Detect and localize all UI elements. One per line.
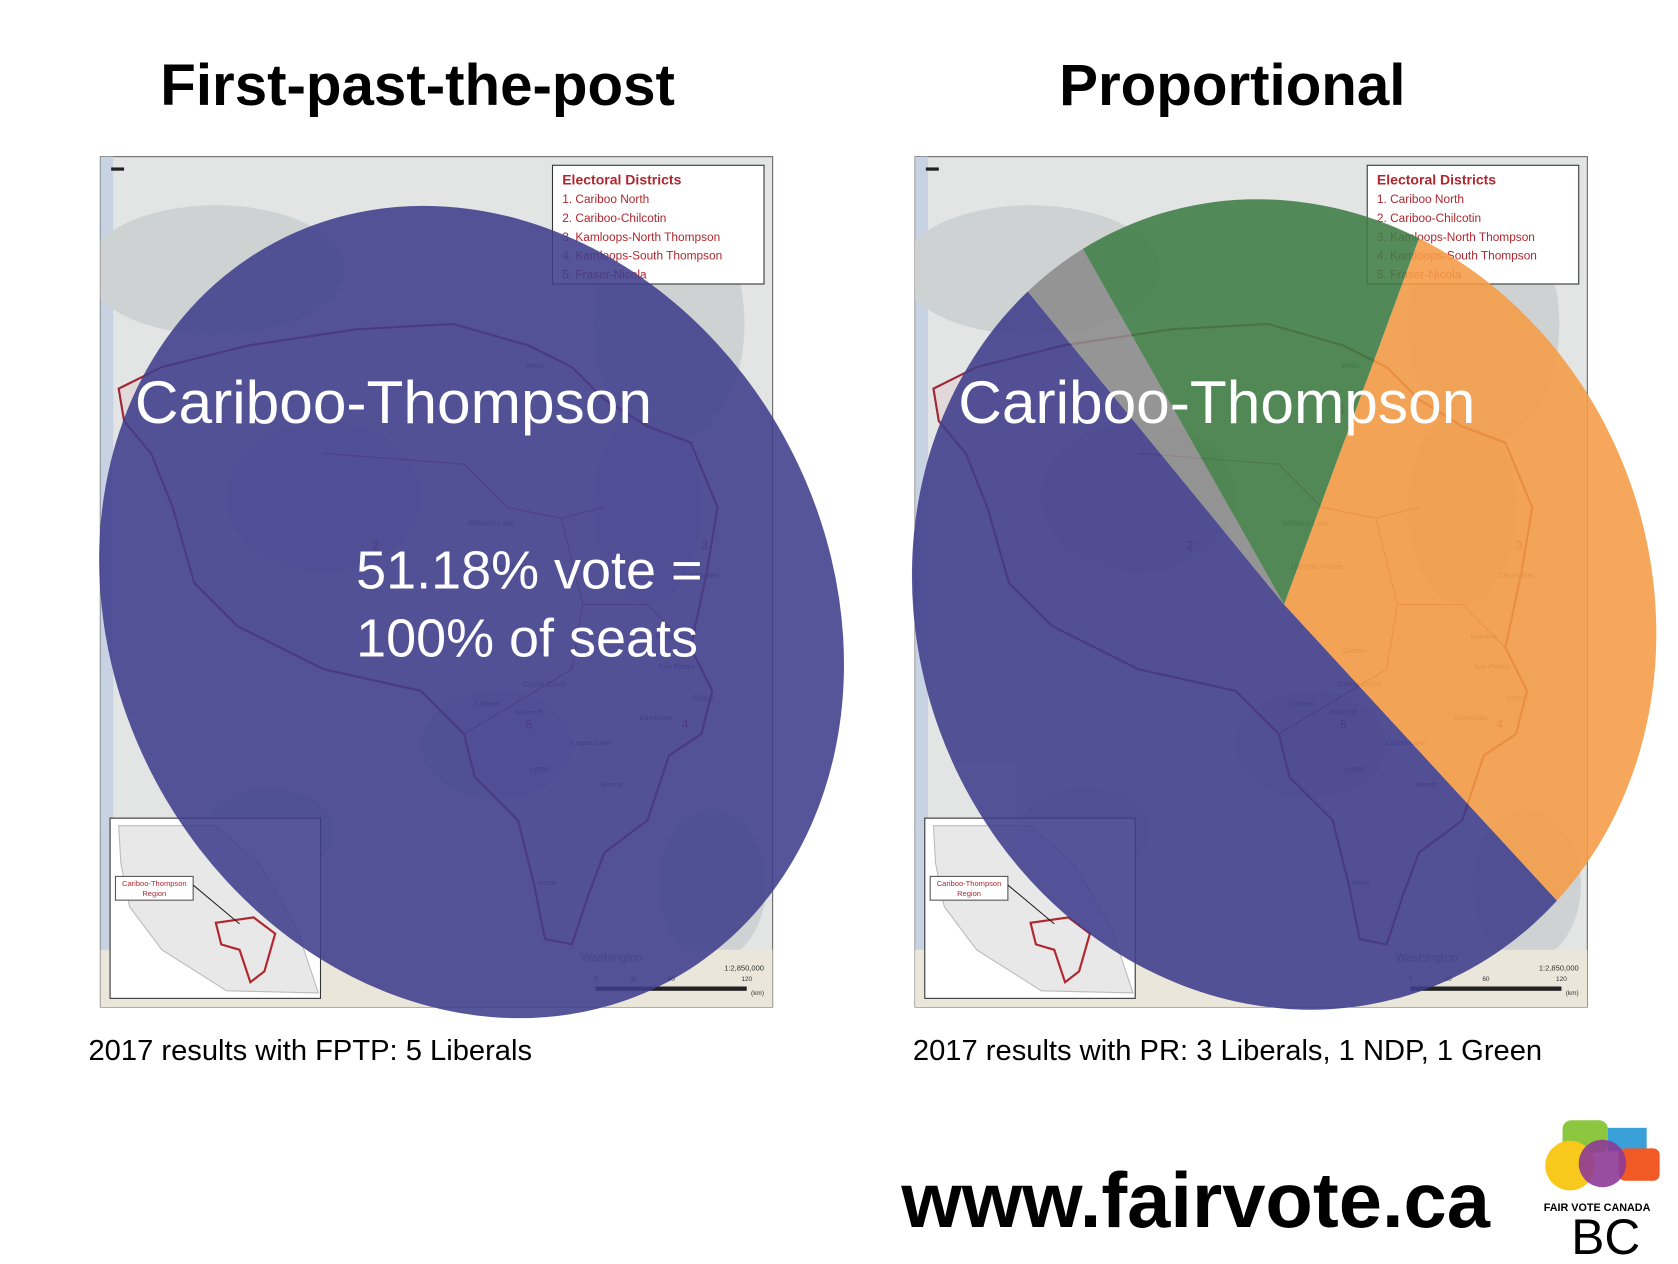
logo-bubble <box>1618 1148 1660 1181</box>
panel-title: First-past-the-post <box>160 53 675 118</box>
scale-bar <box>595 986 747 991</box>
overlay-pie <box>911 199 1657 1010</box>
overlay-note: 51.18% vote = <box>356 540 702 600</box>
scale-ratio: 1:2,850,000 <box>1539 963 1579 972</box>
pie-slice <box>1027 248 1285 605</box>
panel: ProportionalWellsWilliams Lake100 Mile H… <box>911 53 1657 1067</box>
legend-item: 1. Cariboo North <box>1377 192 1464 206</box>
website-url: www.fairvote.ca <box>900 1158 1490 1244</box>
logo-text: FAIR VOTE CANADA <box>1544 1202 1651 1214</box>
overlay-ellipse <box>99 205 844 1019</box>
logo-bubble <box>1578 1139 1627 1188</box>
logo-mark: BC <box>1571 1209 1640 1264</box>
scale-tick: 60 <box>1482 976 1490 983</box>
legend-title: Electoral Districts <box>562 172 681 188</box>
inset-arrow <box>192 884 240 925</box>
north-mark <box>925 167 939 171</box>
legend-item: 2. Cariboo-Chilcotin <box>1377 211 1481 225</box>
overlay-label: Cariboo-Thompson <box>135 368 652 436</box>
inset-label: Cariboo-Thompson <box>122 879 187 888</box>
north-mark <box>111 167 125 171</box>
legend-title: Electoral Districts <box>1377 172 1496 188</box>
inset-label-box <box>114 875 194 901</box>
scale-bar <box>1410 986 1562 991</box>
caption: 2017 results with FPTP: 5 Liberals <box>88 1035 532 1067</box>
scale-unit: (km) <box>751 990 764 997</box>
legend-item: 1. Cariboo North <box>562 192 649 206</box>
pie-slice <box>1082 199 1420 605</box>
scale-tick: 120 <box>741 976 752 983</box>
inset-label-box <box>929 875 1009 901</box>
pie-slice <box>911 291 1557 1010</box>
scale-ratio: 1:2,850,000 <box>724 963 764 972</box>
pie-slice <box>1284 238 1657 901</box>
legend-item: 3. Kamloops-North Thompson <box>562 230 720 244</box>
inset-region <box>214 916 277 984</box>
legend-item: 2. Cariboo-Chilcotin <box>562 211 666 225</box>
caption: 2017 results with PR: 3 Liberals, 1 NDP,… <box>913 1035 1542 1067</box>
scale-unit: (km) <box>1566 990 1579 997</box>
inset-label: Cariboo-Thompson <box>937 879 1002 888</box>
panel: First-past-the-postWellsWilliams Lake100… <box>88 53 844 1067</box>
overlay-label: Cariboo-Thompson <box>958 368 1475 436</box>
panel-title: Proportional <box>1059 53 1405 118</box>
inset-arrow <box>1007 884 1055 925</box>
inset-label: Region <box>142 889 166 898</box>
scale-tick: 120 <box>1556 976 1567 983</box>
inset-label: Region <box>957 889 981 898</box>
overlay-note: 100% of seats <box>356 608 698 668</box>
